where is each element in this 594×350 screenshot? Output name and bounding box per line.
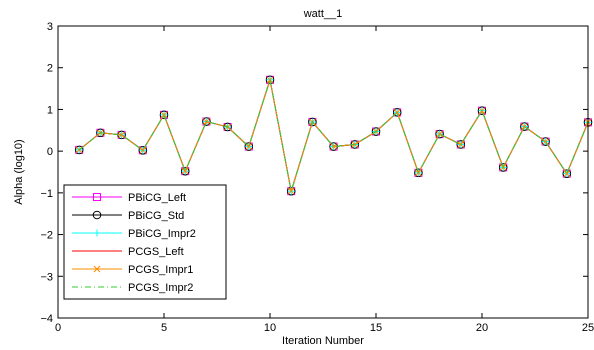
legend-label: PCGS_Left bbox=[128, 246, 184, 258]
x-tick-label: 5 bbox=[161, 322, 167, 334]
data-point-PCGS_Impr1 bbox=[563, 170, 571, 178]
data-point-PBiCG_Std bbox=[392, 108, 402, 117]
data-point-PBiCG_Std bbox=[223, 122, 232, 132]
data-point-PBiCG_Std bbox=[180, 166, 190, 176]
data-point-PBiCG_Std bbox=[308, 117, 317, 127]
x-axis-title: Iteration Number bbox=[282, 335, 364, 347]
data-point-PBiCG_Std bbox=[159, 110, 169, 120]
data-point-PBiCG_Std bbox=[265, 75, 275, 85]
y-tick-label: −3 bbox=[40, 271, 53, 283]
x-tick-label: 0 bbox=[55, 322, 61, 334]
data-point-PCGS_Impr1 bbox=[181, 167, 189, 175]
legend-marker-PBiCG_Left bbox=[93, 193, 101, 201]
legend-label: PBiCG_Left bbox=[128, 192, 186, 204]
axes-frame bbox=[57, 25, 589, 319]
y-tick-label: 2 bbox=[47, 63, 53, 75]
data-point-PBiCG_Std bbox=[541, 137, 550, 146]
data-point-PBiCG_Std bbox=[202, 117, 211, 126]
data-point-PBiCG_Std bbox=[286, 186, 296, 196]
series-line-PCGS_Impr2 bbox=[78, 79, 589, 192]
data-point-PCGS_Impr1 bbox=[415, 169, 422, 177]
series-layer bbox=[74, 75, 593, 196]
x-tick-label: 10 bbox=[264, 322, 276, 334]
data-point-PBiCG_Std bbox=[414, 168, 423, 178]
data-point-PCGS_Impr1 bbox=[330, 143, 337, 150]
chart-title: watt__1 bbox=[303, 8, 343, 20]
legend-marker-PCGS_Impr1 bbox=[93, 265, 101, 273]
data-point-PBiCG_Std bbox=[562, 169, 572, 178]
x-tick-label: 25 bbox=[582, 322, 594, 334]
legend-label: PCGS_Impr2 bbox=[128, 282, 193, 294]
x-tick-label: 15 bbox=[370, 322, 382, 334]
data-point-PBiCG_Std bbox=[371, 127, 381, 136]
legend-label: PCGS_Impr1 bbox=[128, 264, 193, 276]
y-tick-label: 3 bbox=[47, 21, 53, 33]
y-axis-title: Alpha (log10) bbox=[13, 139, 25, 204]
legend-marker-PBiCG_Std bbox=[92, 210, 102, 220]
y-tick-label: 1 bbox=[47, 104, 53, 116]
data-point-PCGS_Impr1 bbox=[457, 141, 465, 148]
data-point-PBiCG_Std bbox=[456, 140, 466, 149]
series-PCGS_Impr2 bbox=[78, 79, 589, 192]
y-tick-label: −2 bbox=[40, 230, 53, 242]
axes-layer: 0 5 10 15 20 25 −4 −3 −2 −1 0 1 2 3 bbox=[40, 21, 594, 334]
y-tick-label: 0 bbox=[47, 146, 53, 158]
data-point-PBiCG_Std bbox=[138, 146, 148, 155]
data-point-PBiCG_Std bbox=[435, 129, 444, 139]
legend-label: PBiCG_Impr2 bbox=[128, 228, 196, 240]
legend-label: PBiCG_Std bbox=[128, 210, 184, 222]
legend: PBiCG_Left PBiCG_Std PBiCG_Impr2 PCGS_Left P… bbox=[63, 184, 227, 300]
legend-box bbox=[63, 184, 227, 300]
data-point-PBiCG_Std bbox=[74, 145, 84, 155]
data-point-PBiCG_Std bbox=[477, 106, 487, 115]
data-point-PBiCG_Std bbox=[244, 142, 254, 151]
x-tick-label: 20 bbox=[476, 322, 488, 334]
data-point-PCGS_Impr1 bbox=[436, 130, 443, 138]
data-point-PBiCG_Std bbox=[498, 163, 508, 172]
y-tick-label: −1 bbox=[40, 188, 53, 200]
data-point-PBiCG_Std bbox=[520, 122, 529, 131]
y-tick-label: −4 bbox=[40, 313, 53, 325]
legend-marker-PBiCG_Impr2 bbox=[93, 229, 101, 237]
data-point-PCGS_Impr1 bbox=[160, 111, 168, 119]
